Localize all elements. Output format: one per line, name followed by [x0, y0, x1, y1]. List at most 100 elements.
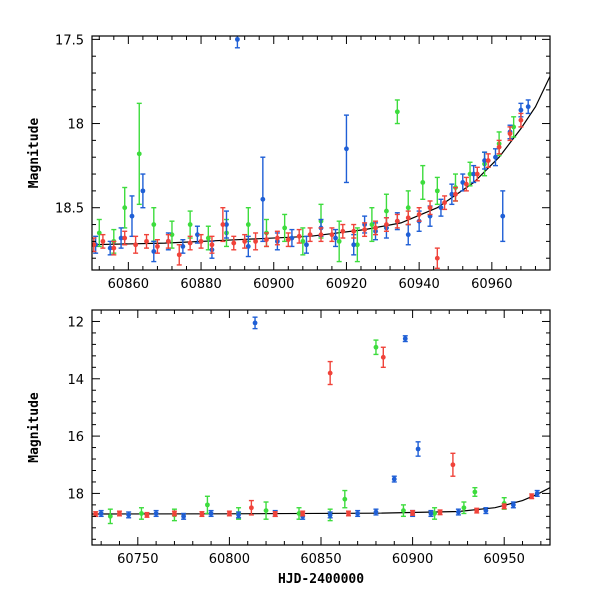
marker — [373, 344, 379, 350]
data-point-red — [296, 228, 302, 244]
marker — [460, 180, 466, 185]
data-point-green — [282, 213, 288, 243]
marker — [151, 222, 157, 227]
data-point-red — [345, 510, 351, 517]
data-point-red — [171, 510, 177, 517]
marker — [111, 245, 117, 251]
marker — [525, 104, 531, 110]
marker — [172, 511, 177, 516]
data-point-red — [373, 220, 379, 236]
marker — [136, 151, 142, 157]
data-point-red — [496, 139, 502, 155]
marker — [155, 244, 160, 249]
data-point-blue — [373, 508, 379, 516]
marker — [428, 511, 434, 516]
series-red — [93, 346, 535, 518]
marker — [231, 240, 237, 246]
data-point-green — [472, 486, 478, 497]
data-point-blue — [343, 114, 349, 184]
x-axis-title: HJD-2400000 — [278, 572, 364, 587]
x-tick-label: 60920 — [326, 277, 367, 292]
marker — [474, 171, 480, 177]
data-point-red — [285, 232, 291, 248]
marker — [493, 154, 498, 160]
marker — [362, 227, 368, 232]
data-point-red — [226, 510, 232, 517]
data-point-blue — [402, 335, 408, 343]
data-point-green — [461, 501, 467, 515]
data-point-red — [394, 213, 400, 229]
y-tick-label: 16 — [67, 430, 84, 445]
marker — [144, 512, 150, 518]
data-point-blue — [518, 102, 524, 118]
data-point-blue — [129, 195, 135, 238]
marker — [380, 354, 386, 360]
marker — [245, 222, 251, 227]
marker — [274, 235, 280, 241]
marker — [500, 213, 506, 219]
data-point-blue — [500, 190, 506, 243]
series-blue — [93, 36, 531, 263]
marker — [227, 511, 232, 516]
data-point-red — [380, 346, 386, 369]
marker — [437, 509, 443, 515]
data-point-blue — [449, 183, 455, 206]
data-point-blue — [289, 228, 295, 248]
marker — [384, 208, 389, 214]
marker — [453, 191, 458, 197]
data-point-green — [204, 495, 210, 515]
data-point-red — [144, 511, 150, 518]
data-point-red — [318, 227, 324, 243]
y-tick-label: 14 — [67, 373, 84, 388]
data-point-blue — [428, 509, 434, 518]
marker — [333, 235, 338, 241]
marker — [181, 513, 187, 519]
data-point-green — [400, 504, 406, 518]
data-point-green — [263, 501, 269, 520]
data-point-red — [434, 247, 440, 270]
data-point-green — [138, 507, 144, 520]
marker — [220, 222, 226, 227]
marker — [402, 336, 408, 342]
marker — [344, 146, 349, 152]
y-tick-label: 12 — [67, 315, 84, 330]
data-point-green — [187, 210, 193, 239]
marker — [394, 109, 400, 115]
data-point-red — [452, 186, 458, 202]
x-tick-label: 60900 — [253, 277, 294, 292]
y-tick-label: 18 — [67, 118, 84, 133]
x-tick-label: 60750 — [117, 552, 158, 567]
data-point-red — [437, 509, 443, 516]
marker — [139, 511, 144, 516]
data-point-blue — [327, 511, 333, 519]
data-point-red — [329, 227, 335, 243]
marker — [354, 242, 360, 248]
data-point-red — [450, 452, 456, 477]
x-tick-label: 60940 — [398, 277, 439, 292]
data-point-red — [416, 207, 422, 222]
marker — [289, 235, 295, 241]
y-tick-label: 18 — [67, 487, 84, 502]
data-point-red — [220, 207, 226, 243]
data-point-red — [272, 511, 278, 518]
marker — [467, 171, 473, 177]
marker — [117, 511, 122, 516]
data-point-blue — [260, 156, 266, 243]
marker — [329, 232, 335, 238]
marker — [199, 511, 205, 517]
x-tick-label: 60950 — [484, 552, 525, 567]
marker — [351, 228, 357, 234]
marker — [318, 232, 324, 238]
marker — [518, 107, 524, 113]
plot-area — [92, 36, 550, 270]
marker — [510, 502, 516, 508]
data-point-green — [136, 102, 142, 206]
y-tick-label: 17.5 — [55, 33, 84, 48]
marker — [307, 232, 313, 238]
data-point-green — [394, 99, 400, 125]
marker — [153, 511, 159, 516]
data-point-red — [410, 509, 416, 516]
data-point-green — [420, 164, 426, 200]
marker — [518, 117, 524, 123]
marker — [342, 496, 348, 502]
